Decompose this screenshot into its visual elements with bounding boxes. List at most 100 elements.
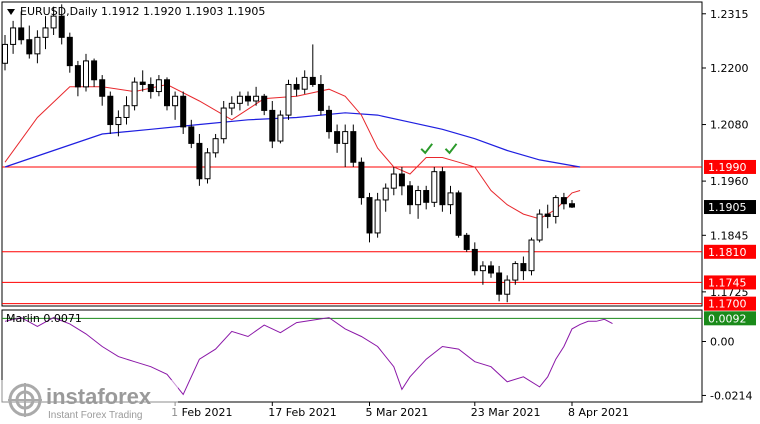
candle-body bbox=[228, 102, 235, 109]
level-label: 1.1990 bbox=[708, 161, 747, 174]
candle-body bbox=[147, 83, 154, 93]
candle-body bbox=[91, 60, 98, 81]
candle-body bbox=[83, 60, 89, 88]
time-axis: 1 Feb 2021 17 Feb 2021 5 Mar 2021 23 Mar 20… bbox=[171, 402, 629, 419]
candle-body bbox=[42, 27, 49, 38]
candle-body bbox=[528, 239, 535, 272]
candle-body bbox=[447, 192, 454, 206]
candle-body bbox=[115, 116, 122, 126]
price-tick-label: 1.1960 bbox=[710, 175, 749, 188]
instaforex-logo-icon bbox=[8, 383, 42, 417]
candle-body bbox=[66, 36, 73, 67]
candle-body bbox=[552, 197, 559, 217]
candle-body bbox=[139, 81, 146, 85]
candle-body bbox=[18, 27, 25, 41]
watermark-tagline: Instant Forex Trading bbox=[48, 410, 143, 421]
level-label: 1.1810 bbox=[708, 246, 747, 259]
candle-body bbox=[342, 131, 349, 144]
candle-body bbox=[204, 152, 211, 180]
candle-body bbox=[236, 95, 243, 104]
candle-body bbox=[245, 95, 251, 102]
oscillator-line bbox=[4, 317, 613, 396]
level-label: 1.1700 bbox=[708, 298, 747, 311]
check-icon bbox=[420, 143, 433, 155]
level-label-box bbox=[704, 296, 756, 311]
candle-body bbox=[366, 197, 373, 234]
horizontal-levels bbox=[2, 166, 702, 305]
candle-body bbox=[74, 65, 81, 88]
candle-body bbox=[269, 109, 276, 142]
candle-body bbox=[212, 138, 219, 154]
check-marks bbox=[420, 143, 458, 155]
candle-body bbox=[285, 83, 292, 116]
candle-body bbox=[26, 39, 33, 55]
candle-body bbox=[471, 248, 478, 272]
time-tick-label: 17 Feb 2021 bbox=[268, 406, 336, 419]
candle-body bbox=[50, 15, 57, 29]
marlin-oscillator bbox=[2, 317, 702, 396]
candle-body bbox=[536, 213, 543, 241]
candle-body bbox=[358, 161, 365, 199]
candle-body bbox=[374, 199, 381, 234]
level-label-box bbox=[704, 275, 756, 290]
level-label-box bbox=[704, 244, 756, 259]
time-tick-label: 23 Mar 2021 bbox=[471, 406, 541, 419]
time-tick-label: 8 Apr 2021 bbox=[568, 406, 629, 419]
candle-body bbox=[58, 15, 65, 38]
candle-body bbox=[382, 187, 389, 201]
candle-body bbox=[164, 79, 170, 107]
level-label: 1.1745 bbox=[708, 276, 747, 289]
candle-body bbox=[155, 79, 162, 93]
candlesticks bbox=[2, 4, 575, 303]
candle-body bbox=[196, 142, 203, 180]
candle-body bbox=[2, 43, 8, 64]
candle-body bbox=[407, 185, 413, 206]
candle-body bbox=[334, 131, 341, 144]
candle-body bbox=[569, 203, 575, 208]
oscillator-label: Marlin 0.0071 bbox=[6, 312, 82, 325]
candle-body bbox=[99, 79, 106, 97]
candle-body bbox=[520, 263, 527, 272]
level-label-box bbox=[704, 159, 756, 174]
watermark-brand: instaforex bbox=[46, 384, 152, 409]
fast-moving-average bbox=[4, 83, 581, 220]
price-tick-label: 1.2080 bbox=[710, 119, 749, 132]
dropdown-triangle-icon[interactable] bbox=[7, 9, 15, 15]
candle-body bbox=[504, 279, 511, 295]
candle-body bbox=[560, 197, 567, 205]
symbol-ohlc-header: EURUSD,Daily 1.1912 1.1920 1.1903 1.1905 bbox=[20, 5, 265, 18]
candle-body bbox=[107, 95, 114, 126]
oscillator-tick-label: -0.0214 bbox=[710, 389, 752, 402]
fast-ma-line bbox=[4, 83, 581, 220]
oscillator-tick-label: 0.00 bbox=[710, 336, 735, 349]
oscillator-axis: 0.00 -0.0214 0.0092 bbox=[702, 311, 756, 402]
oscillator-marker-box bbox=[704, 311, 756, 326]
candle-body bbox=[131, 81, 138, 107]
candle-body bbox=[455, 192, 462, 236]
candle-body bbox=[496, 272, 503, 295]
price-tick-label: 1.1845 bbox=[710, 229, 749, 242]
candle-body bbox=[277, 114, 284, 142]
candle-body bbox=[431, 171, 438, 203]
price-axis: 1.23151.22001.20801.19601.18451.17251.19… bbox=[702, 8, 756, 311]
candle-body bbox=[293, 83, 300, 90]
price-tick-label: 1.2315 bbox=[710, 8, 749, 21]
candle-body bbox=[10, 27, 17, 45]
candle-body bbox=[220, 107, 227, 140]
candle-body bbox=[123, 105, 130, 118]
candle-body bbox=[309, 76, 316, 85]
candle-body bbox=[512, 263, 519, 281]
candle-body bbox=[423, 190, 430, 203]
candle-body bbox=[463, 234, 470, 250]
candle-body bbox=[544, 213, 551, 217]
candle-body bbox=[350, 131, 357, 163]
candle-body bbox=[415, 190, 422, 206]
candle-body bbox=[488, 265, 494, 274]
current-price-label-box bbox=[704, 200, 756, 215]
candle-body bbox=[34, 36, 41, 55]
check-icon bbox=[444, 143, 458, 155]
time-tick-label: 1 Feb 2021 bbox=[171, 406, 232, 419]
candle-body bbox=[439, 171, 446, 206]
candle-body bbox=[398, 173, 405, 187]
